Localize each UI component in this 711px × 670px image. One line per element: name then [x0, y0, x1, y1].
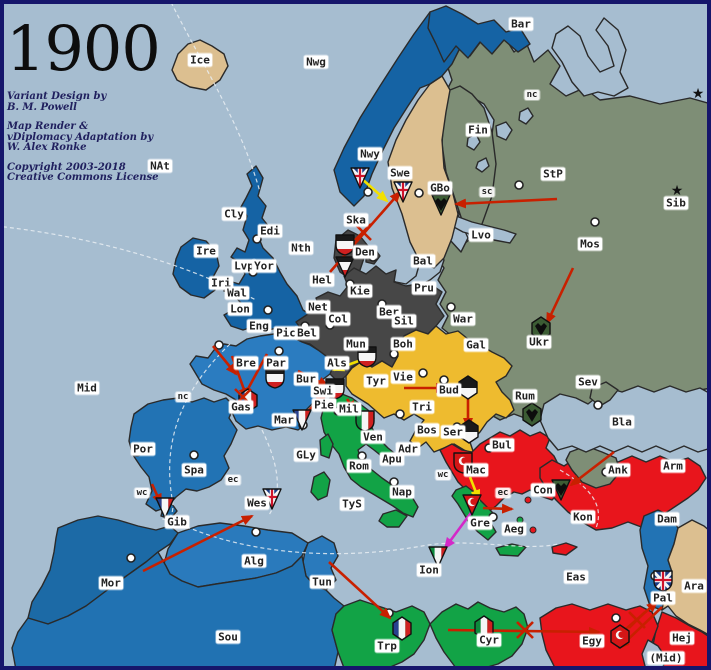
supply-center-dot	[611, 613, 621, 623]
order-arrow	[569, 450, 615, 487]
supply-center-dot	[126, 553, 136, 563]
supply-center-dot	[248, 267, 258, 277]
region-crete[interactable]	[495, 543, 527, 557]
austria-army-unit-Bud[interactable]	[458, 375, 478, 400]
supply-center-dot	[368, 252, 378, 262]
island	[516, 516, 524, 524]
region-arabia[interactable]	[661, 519, 711, 637]
sea-boundary-dash	[179, 523, 559, 555]
supply-center-dot	[263, 305, 273, 315]
britain-fleet-unit-Nwy[interactable]	[350, 165, 370, 189]
supply-center-dot	[345, 279, 355, 289]
failed-order-x	[354, 223, 372, 241]
star-marker: ★	[671, 183, 684, 199]
credits-text: Copyright 2003-2018 Creative Commons Lice…	[7, 161, 159, 183]
region-iceland[interactable]	[171, 39, 229, 91]
order-arrow	[211, 345, 238, 376]
supply-center-dot	[395, 409, 405, 419]
order-arrow	[482, 503, 514, 514]
supply-center-dot	[414, 188, 424, 198]
region-egypt[interactable]	[539, 603, 659, 670]
island	[524, 496, 532, 504]
supply-center-dot	[363, 187, 373, 197]
supply-center-dot	[389, 477, 399, 487]
region-kola-coast[interactable]	[427, 5, 531, 63]
region-iberia[interactable]	[128, 397, 238, 512]
supply-center-dot	[389, 349, 399, 359]
britain-fleet-unit-Wes[interactable]	[262, 486, 282, 510]
order-arrow	[142, 514, 254, 573]
island	[502, 524, 510, 532]
supply-center-dot	[514, 180, 524, 190]
supply-center-dot	[590, 217, 600, 227]
germany-army-unit-Par[interactable]	[265, 366, 285, 390]
supply-center-dot	[439, 375, 449, 385]
region-cyprus[interactable]	[551, 542, 578, 556]
order-arrow	[545, 267, 575, 325]
supply-center-dot	[252, 234, 262, 244]
russia-army-unit-Rum[interactable]	[522, 402, 542, 427]
supply-center-dot	[488, 512, 498, 522]
supply-center-dot	[593, 400, 603, 410]
region-sardinia[interactable]	[310, 471, 331, 501]
supply-center-dot	[274, 346, 284, 356]
region-corsica[interactable]	[319, 433, 334, 459]
map-title: 1900	[6, 12, 161, 85]
credits-text: Variant Design by B. M. Powell	[7, 91, 107, 113]
failed-order-x	[628, 611, 646, 629]
region-black-sea[interactable]	[539, 385, 711, 453]
region-lake-onega[interactable]	[518, 107, 534, 125]
credits-block: Variant Design by B. M. Powell Map Render …	[7, 91, 159, 193]
supply-center-dot	[251, 527, 261, 537]
supply-center-dot	[446, 302, 456, 312]
supply-center-dot	[484, 443, 494, 453]
region-sicily[interactable]	[378, 509, 408, 528]
star-marker: ★	[692, 86, 705, 102]
order-arrow	[328, 561, 392, 620]
region-finnish-lakes-2[interactable]	[475, 157, 490, 173]
region-lake-ladoga[interactable]	[495, 121, 513, 141]
region-white-sea[interactable]	[551, 17, 629, 97]
island	[529, 526, 537, 534]
turkey-army-unit-Egy[interactable]	[610, 624, 630, 649]
supply-center-dot	[418, 368, 428, 378]
order-arrow	[361, 178, 389, 203]
region-france[interactable]	[189, 333, 335, 431]
germany-fleet-unit-Den[interactable]	[335, 254, 355, 278]
italy-fleet-unit-Ion[interactable]	[428, 544, 448, 568]
supply-center-dot	[333, 406, 343, 416]
supply-center-dot	[189, 450, 199, 460]
supply-center-dot	[601, 467, 611, 477]
britain-army-unit-Pal[interactable]	[653, 569, 673, 593]
supply-center-dot	[357, 451, 367, 461]
supply-center-dot	[377, 299, 387, 309]
region-sweden[interactable]	[387, 75, 459, 269]
failed-order-x	[516, 621, 534, 639]
supply-center-dot	[132, 447, 142, 457]
france-army-unit-Trp[interactable]	[392, 616, 412, 641]
sea-boundary-dash	[169, 0, 261, 193]
supply-center-dot	[325, 320, 335, 330]
supply-center-dot	[214, 340, 224, 350]
sea-boundary-dash	[559, 469, 599, 529]
supply-center-dot	[300, 321, 310, 331]
credits-text: Map Render & vDiplomacy Adaptation by W. A…	[7, 121, 154, 153]
order-arrow	[454, 197, 558, 209]
